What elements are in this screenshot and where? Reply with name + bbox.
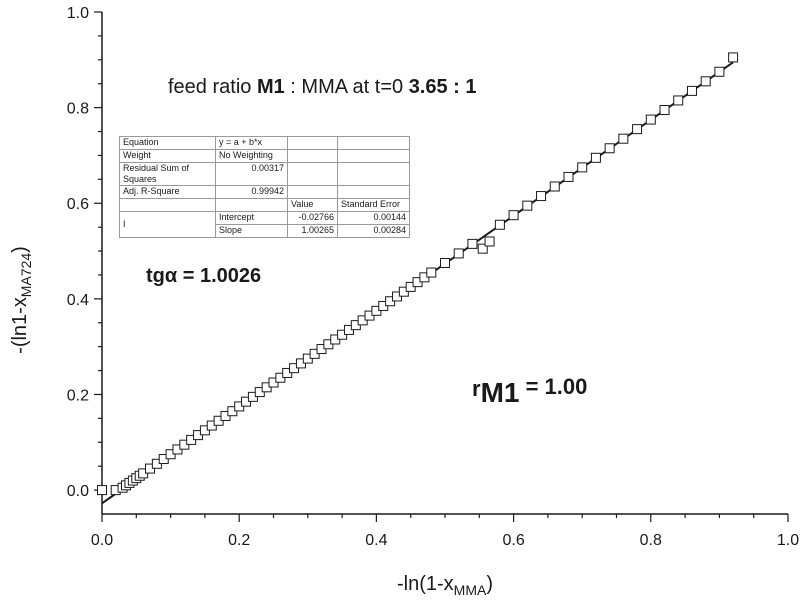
feed-ratio-annotation: feed ratio M1 : MMA at t=0 3.65 : 1 — [168, 76, 477, 98]
data-point — [686, 85, 697, 96]
data-point — [714, 66, 725, 77]
data-point — [590, 152, 601, 163]
error-column-header: Standard Error — [337, 198, 410, 212]
data-point — [645, 114, 656, 125]
x-tick-label: 0.2 — [228, 532, 250, 549]
data-point — [453, 248, 464, 259]
row-id: I — [119, 211, 216, 238]
adj-r-square-label: Adj. R-Square — [119, 185, 216, 199]
data-point — [426, 267, 437, 278]
data-point — [618, 133, 629, 144]
data-points — [97, 52, 739, 496]
data-point — [467, 238, 478, 249]
data-point — [549, 181, 560, 192]
slope-label: Slope — [215, 224, 288, 238]
slope-error: 0.00284 — [337, 224, 410, 238]
rss-label: Residual Sum of Squares — [119, 162, 216, 186]
equation-label: Equation — [119, 136, 216, 150]
x-tick-label: 0.4 — [365, 532, 387, 549]
table-row: I Intercept -0.02766 0.00144 — [119, 211, 410, 238]
x-tick-label: 1.0 — [777, 532, 799, 549]
intercept-value: -0.02766 — [287, 211, 338, 225]
data-point — [604, 143, 615, 154]
data-point — [508, 210, 519, 221]
data-point — [577, 162, 588, 173]
equation-value: y = a + b*x — [215, 136, 288, 150]
y-tick-label: 0.2 — [67, 387, 89, 404]
tick-labels: 0.0 0.2 0.4 0.6 0.8 1.0 0.0 0.2 0.4 0.6 0.8 1.0 — [67, 5, 799, 549]
x-tick-label: 0.0 — [91, 532, 113, 549]
data-point — [494, 219, 505, 230]
rss-value: 0.00317 — [215, 162, 288, 186]
y-tick-label: 0.8 — [67, 101, 89, 118]
intercept-label: Intercept — [215, 211, 288, 225]
y-tick-label: 0.4 — [67, 292, 89, 309]
data-point — [632, 124, 643, 135]
data-point — [522, 200, 533, 211]
fit-results-table: Equation y = a + b*x Weight No Weighting… — [119, 136, 410, 238]
reactivity-ratio-annotation: rM1 = 1.00 — [472, 374, 587, 408]
x-tick-label: 0.8 — [640, 532, 662, 549]
data-point — [484, 236, 495, 247]
weight-value: No Weighting — [215, 149, 288, 163]
data-point — [659, 105, 670, 116]
y-tick-label: 0.0 — [67, 483, 89, 500]
y-axis-title: -(ln1-xMA724) — [9, 246, 34, 354]
axis-ticks — [94, 11, 789, 522]
data-point — [97, 485, 107, 496]
table-row: Value Standard Error — [119, 198, 410, 212]
slope-value: 1.00265 — [287, 224, 338, 238]
value-column-header: Value — [287, 198, 338, 212]
y-tick-label: 1.0 — [67, 5, 89, 22]
data-point — [563, 171, 574, 182]
data-point — [728, 52, 739, 63]
tg-alpha-annotation: tgα = 1.0026 — [146, 265, 261, 287]
weight-label: Weight — [119, 149, 216, 163]
y-tick-label: 0.6 — [67, 196, 89, 213]
data-point — [477, 243, 488, 254]
adj-r-square-value: 0.99942 — [215, 185, 288, 199]
data-point — [700, 76, 711, 87]
x-tick-label: 0.6 — [502, 532, 524, 549]
table-row: Equation y = a + b*x — [119, 136, 410, 150]
data-point — [536, 191, 547, 202]
table-row: Adj. R-Square 0.99942 — [119, 185, 410, 199]
x-axis-title: -ln(1-xMMA) — [397, 573, 493, 598]
intercept-error: 0.00144 — [337, 211, 410, 225]
data-point — [440, 258, 450, 268]
data-point — [673, 95, 684, 106]
table-row: Slope 1.00265 0.00284 — [120, 224, 410, 238]
table-row: Weight No Weighting — [119, 149, 410, 163]
table-row: Residual Sum of Squares 0.00317 — [119, 162, 410, 186]
